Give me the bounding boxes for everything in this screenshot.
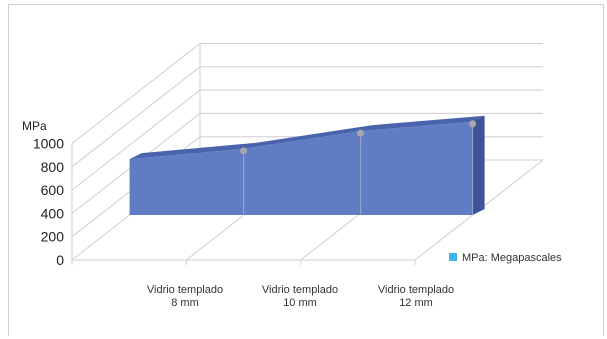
area-side-face — [472, 115, 485, 215]
legend-swatch — [449, 253, 457, 261]
data-point — [240, 147, 248, 155]
x-tick-label: Vidrio templado 10 mm — [262, 284, 338, 309]
series-area — [129, 115, 485, 215]
x-tick-label: Vidrio templado 8 mm — [147, 284, 223, 309]
x-axis: Vidrio templado 8 mm Vidrio templado 10 mm V… — [147, 284, 454, 309]
y-axis-label: MPa — [22, 119, 47, 133]
x-tick-label: Vidrio templado 12 mm — [378, 284, 454, 309]
y-tick-label: 600 — [41, 182, 65, 198]
legend: MPa: Megapascales — [449, 252, 562, 264]
chart-frame — [8, 4, 604, 336]
y-axis: MPa 0 200 400 600 800 1000 — [22, 119, 64, 268]
grid — [71, 43, 544, 265]
y-tick-label: 400 — [41, 205, 65, 221]
area-top-surface — [129, 115, 485, 160]
data-point — [469, 120, 477, 128]
data-point — [357, 129, 365, 137]
area-front-face — [129, 121, 473, 215]
y-tick-label: 1000 — [33, 136, 64, 152]
y-tick-label: 200 — [41, 229, 65, 245]
y-tick-label: 800 — [41, 159, 65, 175]
legend-entry: MPa: Megapascales — [462, 252, 562, 264]
y-tick-label: 0 — [56, 252, 64, 268]
